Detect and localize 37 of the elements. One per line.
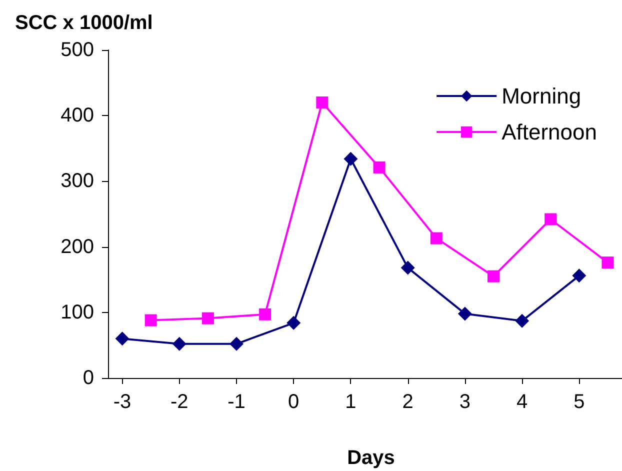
y-tick-label: 400 [60, 104, 94, 127]
point [316, 96, 328, 108]
point [172, 336, 186, 351]
legend-label: Morning [502, 84, 582, 108]
y-tick-label: 500 [60, 39, 94, 61]
x-tick-label: 2 [402, 391, 414, 413]
x-tick-label: -3 [113, 391, 132, 413]
point [115, 332, 130, 346]
x-tick-label: 4 [516, 391, 528, 413]
x-tick-label: -1 [228, 391, 246, 413]
point [430, 232, 442, 244]
y-tick-label: 300 [60, 170, 94, 192]
point [373, 161, 386, 174]
x-tick-label: 1 [345, 391, 356, 413]
point [458, 306, 472, 321]
x-tick-label: -2 [170, 391, 188, 413]
y-tick-label: 0 [82, 367, 94, 389]
point [344, 152, 358, 166]
y-tick-label: 200 [60, 236, 94, 258]
x-axis-title: Days [347, 447, 395, 469]
point [144, 314, 157, 326]
point [544, 213, 557, 226]
y-axis-title: SCC x 1000/ml [15, 12, 153, 34]
legend-label: Afternoon [502, 120, 598, 144]
point [400, 260, 415, 275]
x-tick-label: 5 [574, 391, 585, 413]
x-tick-label: 0 [288, 391, 300, 413]
x-tick-label: 3 [459, 391, 471, 413]
point [488, 270, 500, 282]
point [202, 312, 214, 324]
point [602, 256, 614, 269]
point [259, 308, 272, 320]
point [515, 314, 530, 328]
point [230, 336, 244, 351]
point [572, 268, 586, 283]
point [286, 316, 301, 330]
y-tick-label: 100 [60, 301, 94, 324]
